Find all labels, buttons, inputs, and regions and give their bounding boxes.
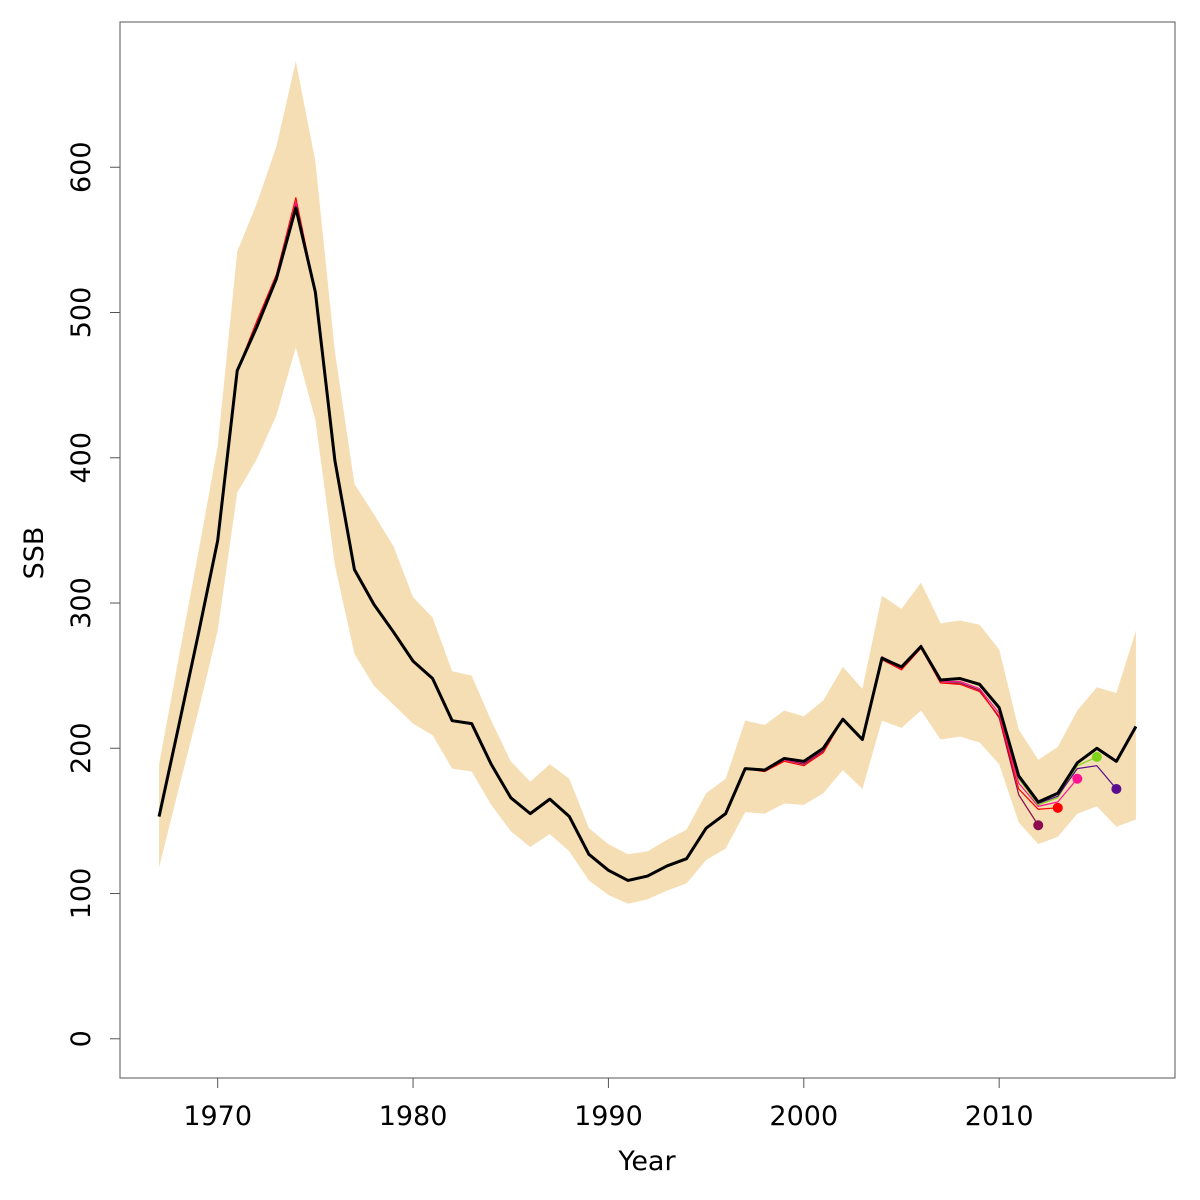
y-tick-label: 400 <box>66 432 97 484</box>
x-tick-label: 2000 <box>769 1101 838 1132</box>
x-tick-label: 1990 <box>574 1101 643 1132</box>
x-tick-label: 1970 <box>183 1101 252 1132</box>
terminal-point <box>1033 820 1044 831</box>
plot-frame <box>119 21 1176 1079</box>
confidence-band <box>159 61 1136 904</box>
y-tick-label: 100 <box>66 868 97 920</box>
terminal-point <box>1091 751 1102 762</box>
y-tick-label: 0 <box>66 1030 97 1047</box>
x-tick-label: 1980 <box>379 1101 448 1132</box>
terminal-point <box>1072 773 1083 784</box>
y-tick-label: 600 <box>66 141 97 193</box>
series-line <box>157 206 1138 882</box>
x-tick-label: 2010 <box>965 1101 1034 1132</box>
terminal-point <box>1111 783 1122 794</box>
y-tick-label: 300 <box>66 577 97 629</box>
terminal-point <box>1052 802 1063 813</box>
y-tick-label: 500 <box>66 287 97 339</box>
x-axis-title: Year <box>617 1146 676 1177</box>
y-axis-title: SSB <box>19 527 50 580</box>
y-tick-label: 200 <box>66 722 97 774</box>
